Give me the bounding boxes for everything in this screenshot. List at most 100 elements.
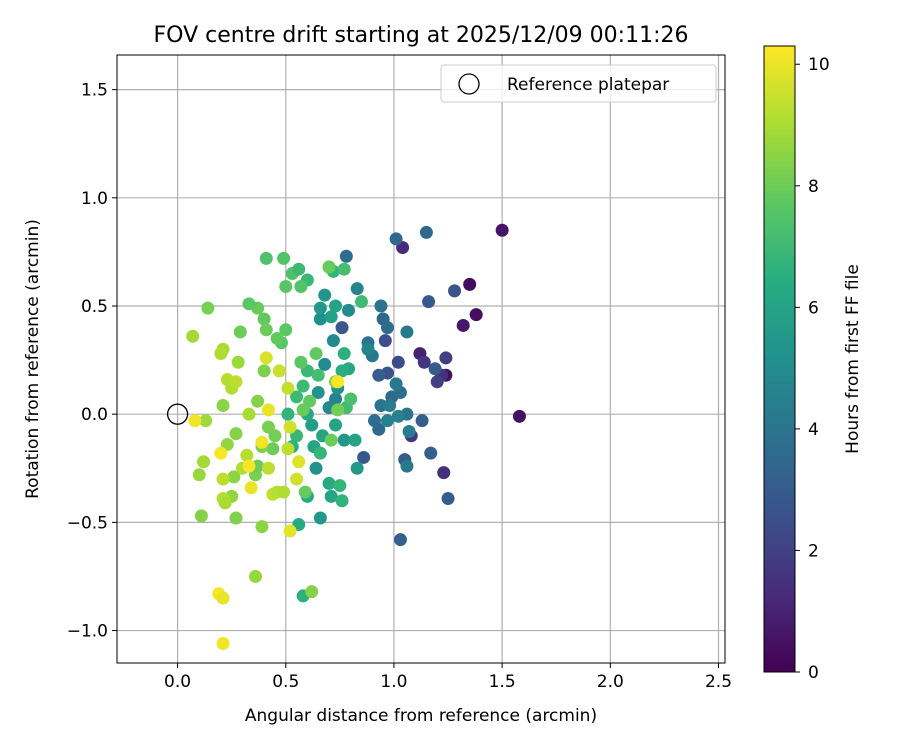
scatter-point — [257, 364, 271, 378]
scatter-point — [251, 394, 265, 408]
scatter-point — [383, 399, 397, 413]
scatter-point — [244, 481, 258, 495]
scatter-point — [339, 249, 353, 263]
scatter-point — [214, 347, 228, 361]
scatter-point — [357, 450, 371, 464]
reference-layer — [166, 403, 189, 425]
scatter-point — [342, 303, 356, 317]
x-axis-label: Angular distance from reference (arcmin) — [245, 706, 597, 726]
colorbar-tick-label: 6 — [808, 298, 819, 318]
scatter-point — [216, 399, 230, 413]
scatter-point — [261, 461, 275, 475]
y-tick-label: −1.0 — [67, 622, 108, 642]
scatter-point — [400, 325, 414, 339]
legend-marker-reference — [458, 73, 480, 95]
scatter-point — [283, 524, 297, 538]
scatter-point — [309, 461, 323, 475]
scatter-point — [261, 403, 275, 417]
scatter-point — [391, 355, 405, 369]
scatter-point — [283, 420, 297, 434]
scatter-point — [344, 392, 358, 406]
legend-box — [440, 64, 717, 103]
scatter-point — [194, 509, 208, 523]
scatter-point — [415, 414, 429, 428]
scatter-point — [335, 364, 349, 378]
scatter-point — [279, 280, 293, 294]
plot-frame — [116, 54, 726, 664]
scatter-point — [417, 355, 431, 369]
colorbar-label: Hours from first FF file — [843, 264, 863, 454]
scatter-point — [380, 321, 394, 335]
scatter-point — [463, 277, 477, 291]
scatter-point — [229, 375, 243, 389]
scatter-point — [294, 280, 308, 294]
reference-marker — [166, 403, 189, 425]
colorbar-tick-label: 8 — [808, 177, 819, 197]
scatter-point — [422, 295, 436, 309]
scatter-point — [331, 403, 345, 417]
scatter-point — [495, 223, 509, 237]
scatter-point — [242, 459, 256, 473]
scatter-point — [197, 455, 211, 469]
scatter-point — [272, 364, 286, 378]
scatter-point — [309, 347, 323, 361]
colorbar: 0 2 4 6 8 10 Hours from first FF file — [763, 45, 863, 683]
scatter-point — [333, 479, 347, 493]
scatter-point — [277, 485, 291, 499]
x-tick-label: 0.0 — [164, 672, 191, 692]
x-tick-label: 1.0 — [380, 672, 407, 692]
scatter-point — [257, 312, 271, 326]
scatter-point — [350, 461, 364, 475]
scatter-point — [329, 299, 343, 313]
colorbar-gradient — [763, 45, 796, 673]
scatter-point — [240, 448, 254, 462]
scatter-point — [242, 407, 256, 421]
scatter-point — [400, 459, 414, 473]
scatter-point — [318, 357, 332, 371]
scatter-point — [290, 472, 304, 486]
x-tick-label: 1.5 — [489, 672, 516, 692]
scatter-point — [216, 591, 230, 605]
scatter-point — [305, 585, 319, 599]
scatter-point — [186, 329, 200, 343]
scatter-point — [378, 334, 392, 348]
scatter-point — [322, 260, 336, 274]
scatter-point — [361, 342, 375, 356]
scatter-point — [233, 325, 247, 339]
scatter-point — [199, 414, 213, 428]
chart-title: FOV centre drift starting at 2025/12/09 … — [154, 23, 689, 48]
scatter-point — [277, 251, 291, 265]
y-tick-label: 0.5 — [81, 297, 108, 317]
scatter-point — [348, 433, 362, 447]
scatter-point — [322, 476, 336, 490]
scatter-point — [292, 455, 306, 469]
scatter-point — [229, 427, 243, 441]
scatter-point — [402, 424, 416, 438]
scatter-point — [218, 496, 232, 510]
scatter-point — [242, 297, 256, 311]
scatter-point — [441, 492, 455, 506]
scatter-point — [248, 569, 262, 583]
colorbar-tick-label: 4 — [808, 420, 819, 440]
scatter-point — [439, 351, 453, 365]
scatter-point — [419, 225, 433, 239]
y-tick-label: 1.0 — [81, 189, 108, 209]
scatter-point — [313, 511, 327, 525]
scatter-point — [266, 442, 280, 456]
scatter-point — [311, 386, 325, 400]
scatter-point — [389, 377, 403, 391]
scatter-point — [231, 355, 245, 369]
colorbar-ticks: 0 2 4 6 8 10 — [795, 55, 830, 683]
x-axis-ticks: 0.0 0.5 1.0 1.5 2.0 2.5 — [164, 663, 732, 692]
scatter-point — [311, 368, 325, 382]
scatter-point — [298, 485, 312, 499]
scatter-point — [261, 420, 275, 434]
scatter-point — [255, 520, 269, 534]
scatter-point — [380, 414, 394, 428]
legend-label-reference: Reference platepar — [507, 75, 669, 95]
scatter-point — [313, 312, 327, 326]
scatter-point — [229, 511, 243, 525]
scatter-point — [259, 323, 273, 337]
scatter-point — [456, 318, 470, 332]
